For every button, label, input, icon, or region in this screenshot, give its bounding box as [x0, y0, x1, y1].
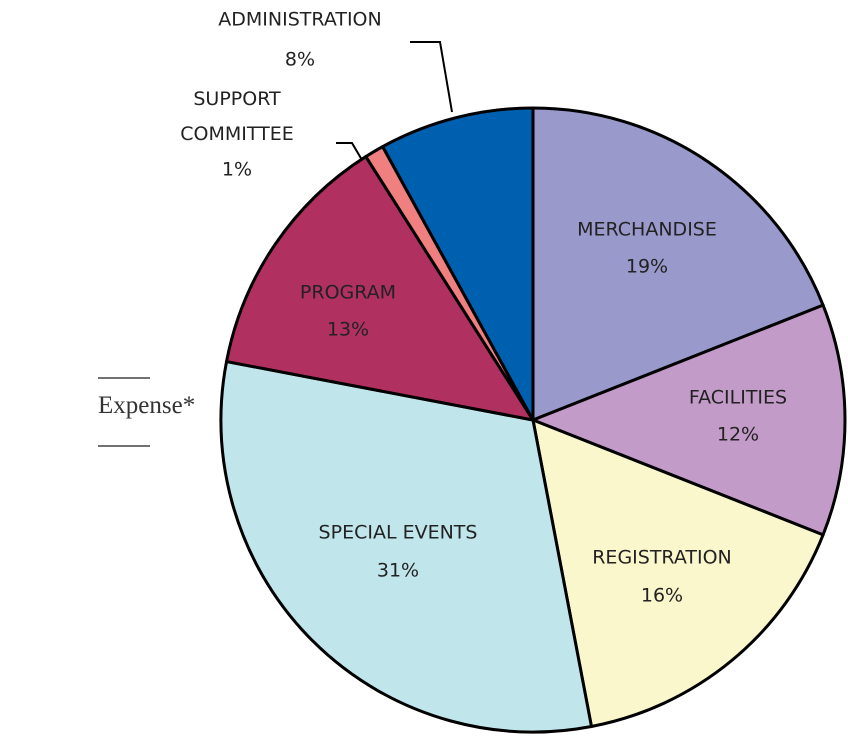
slice-value-label: 8% — [284, 48, 316, 71]
slice-label: SUPPORT COMMITTEE — [180, 88, 294, 145]
leader-line — [336, 142, 363, 161]
slice-value-label: 13% — [326, 318, 370, 341]
slice-label: MERCHANDISE — [577, 218, 717, 241]
slice-label: PROGRAM — [299, 281, 397, 304]
pie-slice — [219, 360, 593, 734]
chart-title: Expense* — [98, 392, 196, 419]
slice-value-label: 19% — [625, 255, 669, 278]
leader-line — [410, 41, 453, 113]
pie-slice — [531, 106, 825, 422]
pie-slice — [381, 106, 535, 422]
pie-slice — [531, 303, 847, 537]
pie-slice — [225, 155, 535, 422]
slice-value-label: 16% — [640, 584, 684, 607]
slice-label: ADMINISTRATION — [218, 8, 382, 31]
slice-value-label: 12% — [716, 423, 760, 446]
pie-slice — [531, 418, 825, 728]
slice-label: REGISTRATION — [592, 546, 732, 569]
slice-label: SPECIAL EVENTS — [318, 521, 478, 544]
slice-label: FACILITIES — [688, 386, 788, 409]
slice-value-label: 1% — [221, 158, 253, 181]
slice-value-label: 31% — [376, 559, 420, 582]
